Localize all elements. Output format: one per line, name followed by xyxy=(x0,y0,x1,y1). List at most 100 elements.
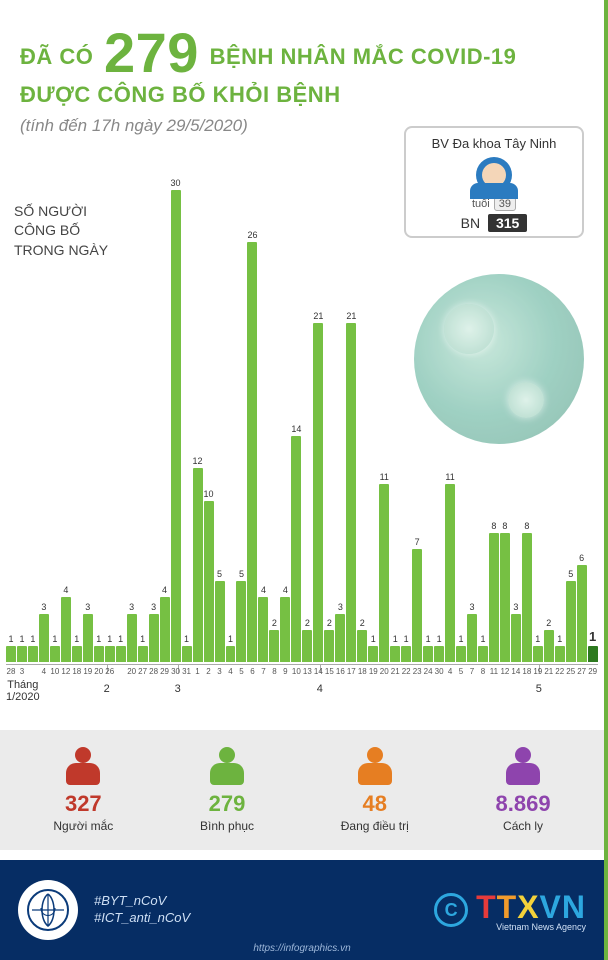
bar-day-label: 23 xyxy=(413,667,422,676)
bar-slot: 316 xyxy=(335,178,345,662)
bar xyxy=(6,646,16,662)
person-icon xyxy=(66,747,100,785)
bar-value-label: 1 xyxy=(437,634,442,644)
bar-slot: 811 xyxy=(489,178,499,662)
bar xyxy=(204,501,214,662)
bar-day-label: 9 xyxy=(283,667,287,676)
hashtag: #BYT_nCoV xyxy=(94,893,190,910)
bar-value-label: 1 xyxy=(74,634,79,644)
bar xyxy=(555,646,565,662)
bar-value-label: 2 xyxy=(327,618,332,628)
bar-value-label: 4 xyxy=(261,585,266,595)
bar-slot: 128 xyxy=(6,178,16,662)
bar-value-label: 21 xyxy=(313,311,323,321)
age-label: tuổi xyxy=(472,198,490,210)
bar-value-label: 2 xyxy=(360,618,365,628)
bar-day-label: 7 xyxy=(261,667,265,676)
bar-slot: 119 xyxy=(368,178,378,662)
bar-day-label: 18 xyxy=(522,667,531,676)
bar xyxy=(445,484,455,661)
bar xyxy=(588,646,598,662)
bar xyxy=(236,581,246,662)
hospital-name: BV Đa khoa Tây Ninh xyxy=(414,136,574,151)
bar-day-label: 8 xyxy=(272,667,276,676)
bar xyxy=(269,630,279,662)
bar xyxy=(138,646,148,662)
bar-slot: 121 xyxy=(193,178,203,662)
footer: #BYT_nCoV #ICT_anti_nCoV C TTXVN Vietnam… xyxy=(0,860,604,960)
bar-value-label: 1 xyxy=(30,634,35,644)
bar-value-label: 1 xyxy=(118,634,123,644)
bar-day-label: 16 xyxy=(336,667,345,676)
infographic-page: ĐÃ CÓ 279 BỆNH NHÂN MẮC COVID-19 ĐƯỢC CÔ… xyxy=(0,0,608,960)
bar-slot: 110 xyxy=(50,178,60,662)
bar-day-label: 4 xyxy=(42,667,46,676)
bar-slot: 1410 xyxy=(291,178,301,662)
bar xyxy=(434,646,444,662)
bar-day-label: 2 xyxy=(206,667,210,676)
bar-day-label: 6 xyxy=(250,667,254,676)
bar-value-label: 1 xyxy=(140,634,145,644)
bar-value-label: 1 xyxy=(404,634,409,644)
bar xyxy=(324,630,334,662)
bar xyxy=(368,646,378,662)
bar-day-label: 1 xyxy=(195,667,199,676)
bar-slot: 131 xyxy=(182,178,192,662)
bar-slot: 2114 xyxy=(313,178,323,662)
bar-day-label: 29 xyxy=(160,667,169,676)
bar-slot: 102 xyxy=(204,178,214,662)
bar-slot: 429 xyxy=(160,178,170,662)
bar-day-label: 14 xyxy=(314,667,323,676)
ministry-logo-icon xyxy=(18,880,78,940)
bar-value-label: 1 xyxy=(96,634,101,644)
bar-value-label: 1 xyxy=(107,634,112,644)
bar-slot: 118 xyxy=(72,178,82,662)
bar xyxy=(247,242,257,661)
bar-value-label: 5 xyxy=(239,569,244,579)
person-icon xyxy=(506,747,540,785)
bar xyxy=(291,436,301,662)
bar-value-label: 3 xyxy=(41,602,46,612)
bar-day-label: 28 xyxy=(149,667,158,676)
bar-value-label: 1 xyxy=(19,634,24,644)
person-icon xyxy=(210,747,244,785)
chart-area: SỐ NGƯỜI CÔNG BỐ TRONG NGÀY BV Đa khoa T… xyxy=(0,154,604,704)
patient-bn-row: BN 315 xyxy=(414,215,574,231)
bar xyxy=(193,468,203,662)
bar-value-label: 8 xyxy=(491,521,496,531)
hashtags: #BYT_nCoV #ICT_anti_nCoV xyxy=(94,893,190,927)
bar-slot: 37 xyxy=(467,178,477,662)
bar-slot: 124 xyxy=(423,178,433,662)
bar-day-label: 4 xyxy=(448,667,452,676)
bar-day-label: 27 xyxy=(577,667,586,676)
bar xyxy=(127,614,137,662)
bar xyxy=(346,323,356,662)
bar-value-label: 10 xyxy=(204,489,214,499)
bar-slot: 2117 xyxy=(346,178,356,662)
bar-slot: 18 xyxy=(478,178,488,662)
bar-day-label: 5 xyxy=(459,667,463,676)
bar-day-label: 22 xyxy=(402,667,411,676)
stat-item: 48Đang điều trị xyxy=(341,747,409,833)
stat-label: Đang điều trị xyxy=(341,819,409,833)
bar-slot: 328 xyxy=(149,178,159,662)
bar-day-label: 13 xyxy=(303,667,312,676)
bar-value-label: 6 xyxy=(579,553,584,563)
bar-day-label: 12 xyxy=(61,667,70,676)
bar-day-label: 19 xyxy=(83,667,92,676)
bar-slot: 812 xyxy=(500,178,510,662)
bar-value-label: 7 xyxy=(415,537,420,547)
bar xyxy=(28,646,38,662)
bar xyxy=(149,614,159,662)
bar-value-label: 8 xyxy=(524,521,529,531)
bar-slot: 120 xyxy=(94,178,104,662)
bar xyxy=(258,597,268,662)
bar-day-label: 18 xyxy=(358,667,367,676)
stat-value: 8.869 xyxy=(496,791,551,817)
bar-slot: 266 xyxy=(247,178,257,662)
bar-day-label: 7 xyxy=(470,667,474,676)
bar-slot: 53 xyxy=(215,178,225,662)
age-value: 39 xyxy=(494,197,516,211)
stat-label: Bình phục xyxy=(200,819,254,833)
bar xyxy=(61,597,71,662)
